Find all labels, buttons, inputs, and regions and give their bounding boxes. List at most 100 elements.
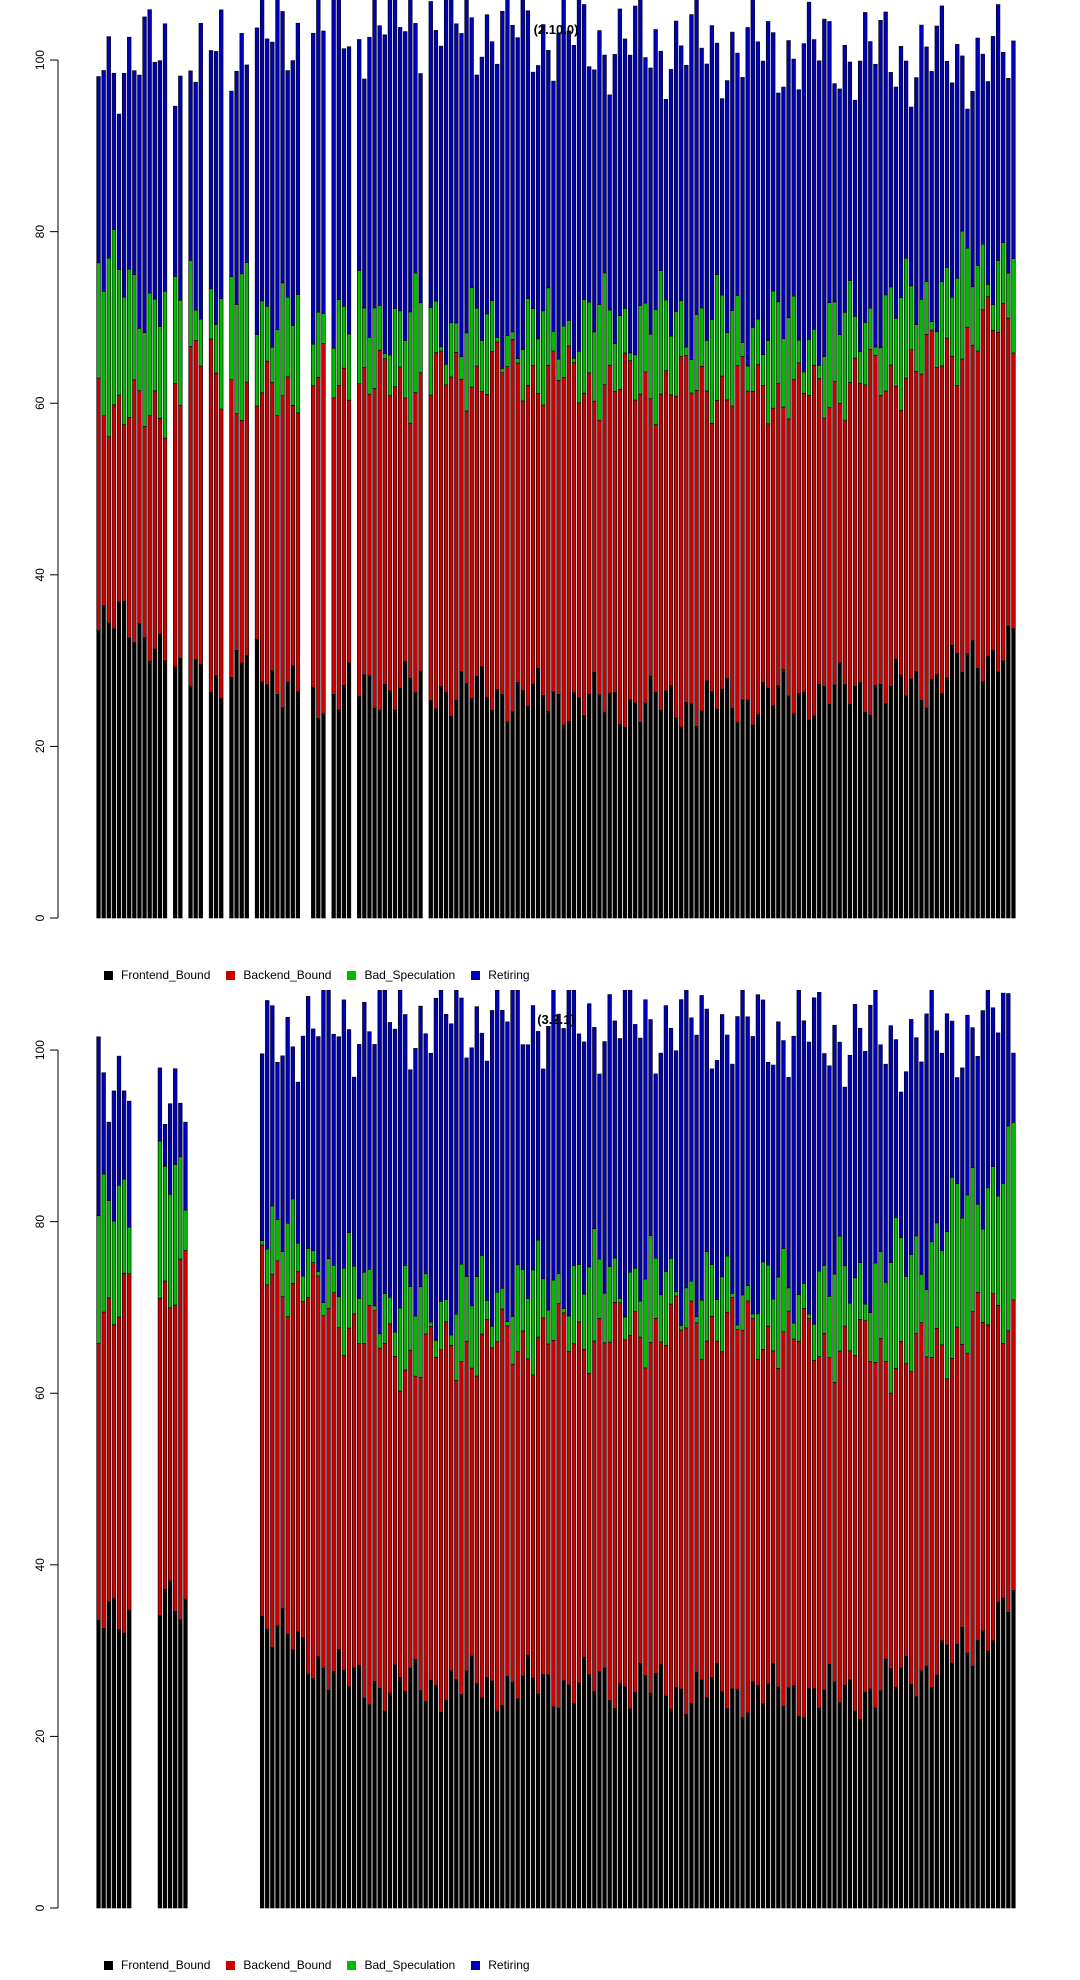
bar-segment-frontend-bound [704, 1697, 709, 1909]
bar-segment-backend-bound [755, 364, 761, 715]
bar-stack [684, 990, 689, 1909]
bar-segment-retiring [842, 1086, 847, 1267]
bar-stack [484, 14, 490, 919]
bar-segment-bad-speculation [561, 1308, 566, 1314]
bar-segment-bad-speculation [684, 346, 689, 356]
bar-segment-bad-speculation [592, 331, 597, 402]
bar-segment-backend-bound [781, 1331, 786, 1707]
bar-segment-backend-bound [147, 415, 152, 662]
bar-segment-frontend-bound [137, 622, 142, 919]
bar-segment-bad-speculation [413, 1315, 418, 1377]
bar-stack [806, 1041, 812, 1909]
bar-segment-frontend-bound [198, 664, 203, 919]
bar-segment-bad-speculation [433, 1340, 439, 1358]
bar-segment-backend-bound [566, 1351, 571, 1686]
bar-segment-retiring [270, 1005, 275, 1207]
bar-segment-frontend-bound [765, 687, 771, 919]
bar-segment-backend-bound [413, 1375, 418, 1660]
bar-stack [643, 999, 648, 1909]
bar-segment-backend-bound [730, 1297, 735, 1690]
bar-stack [653, 1073, 658, 1909]
bar-stack [903, 60, 909, 919]
bar-segment-retiring [694, 0, 699, 315]
bar-segment-retiring [173, 105, 178, 277]
bar-segment-bad-speculation [617, 315, 623, 390]
bar-stack [479, 1032, 485, 1909]
bar-segment-backend-bound [346, 399, 352, 664]
bar-segment-backend-bound [1001, 302, 1006, 662]
bar-segment-frontend-bound [944, 677, 950, 919]
bar-segment-retiring [520, 1044, 525, 1270]
bar-stack [285, 1016, 290, 1909]
bar-segment-frontend-bound [663, 690, 669, 919]
bar-segment-frontend-bound [699, 1679, 704, 1909]
bar-segment-backend-bound [985, 296, 991, 657]
bar-segment-bad-speculation [362, 307, 367, 368]
bar-segment-backend-bound [372, 388, 377, 709]
bar-segment-backend-bound [474, 365, 479, 677]
bar-segment-frontend-bound [949, 644, 955, 919]
bar-segment-retiring [878, 20, 883, 348]
bar-segment-backend-bound [551, 1339, 556, 1708]
bar-segment-retiring [909, 1019, 914, 1255]
bar-segment-frontend-bound [776, 685, 781, 919]
bar-segment-backend-bound [847, 1350, 853, 1680]
bar-segment-backend-bound [730, 405, 735, 709]
bar-stack [985, 990, 991, 1909]
bar-segment-backend-bound [663, 370, 669, 692]
bar-segment-retiring [116, 1055, 122, 1186]
bar-segment-bad-speculation [648, 333, 653, 400]
bar-segment-backend-bound [955, 1326, 960, 1645]
bar-segment-frontend-bound [433, 1685, 439, 1909]
bar-segment-retiring [893, 1039, 899, 1218]
bar-stack [944, 60, 950, 919]
bar-segment-retiring [173, 1068, 178, 1165]
bar-segment-retiring [111, 1090, 117, 1222]
bar-stack [311, 32, 316, 919]
bar-stack [219, 9, 224, 919]
bar-segment-retiring [868, 1004, 873, 1314]
bar-stack [418, 1005, 423, 1909]
bar-segment-retiring [147, 9, 152, 294]
bar-stack [990, 36, 996, 919]
bar-segment-retiring [725, 80, 730, 333]
bar-segment-backend-bound [617, 1302, 623, 1685]
bar-segment-backend-bound [438, 350, 444, 687]
bar-segment-retiring [668, 1027, 674, 1259]
bar-stack [357, 39, 362, 919]
bar-segment-bad-speculation [1006, 272, 1011, 319]
bar-segment-backend-bound [689, 392, 694, 705]
bar-segment-backend-bound [403, 1369, 408, 1692]
bar-segment-frontend-bound [955, 653, 960, 919]
bar-segment-frontend-bound [857, 1718, 863, 1909]
bar-segment-retiring [975, 37, 980, 266]
bar-stack [827, 1065, 832, 1909]
bar-segment-backend-bound [668, 394, 674, 687]
bar-segment-retiring [965, 108, 970, 249]
bar-stack [985, 81, 991, 919]
bar-segment-frontend-bound [173, 666, 178, 919]
bar-segment-bad-speculation [459, 356, 464, 380]
bar-segment-frontend-bound [178, 1619, 183, 1909]
bar-segment-backend-bound [556, 1303, 561, 1709]
bar-stack [909, 1019, 914, 1909]
bar-segment-retiring [878, 1044, 883, 1252]
bar-stack [847, 1054, 853, 1909]
bar-segment-backend-bound [924, 1356, 929, 1667]
bar-stack [157, 1067, 163, 1909]
bar-segment-retiring [612, 1020, 617, 1259]
bar-segment-retiring [382, 34, 387, 354]
bar-segment-bad-speculation [489, 300, 495, 352]
bar-segment-frontend-bound [903, 1655, 909, 1909]
bar-stack [377, 25, 382, 919]
bar-segment-backend-bound [827, 1357, 832, 1665]
bar-segment-bad-speculation [771, 1298, 776, 1352]
bar-segment-backend-bound [857, 382, 863, 683]
bar-segment-backend-bound [714, 1340, 720, 1664]
bar-segment-bad-speculation [433, 300, 439, 353]
bar-stack [801, 1020, 807, 1909]
bar-stack [822, 18, 827, 919]
bar-segment-frontend-bound [1001, 660, 1006, 919]
bar-segment-bad-speculation [111, 229, 117, 406]
bar-segment-backend-bound [653, 424, 658, 693]
